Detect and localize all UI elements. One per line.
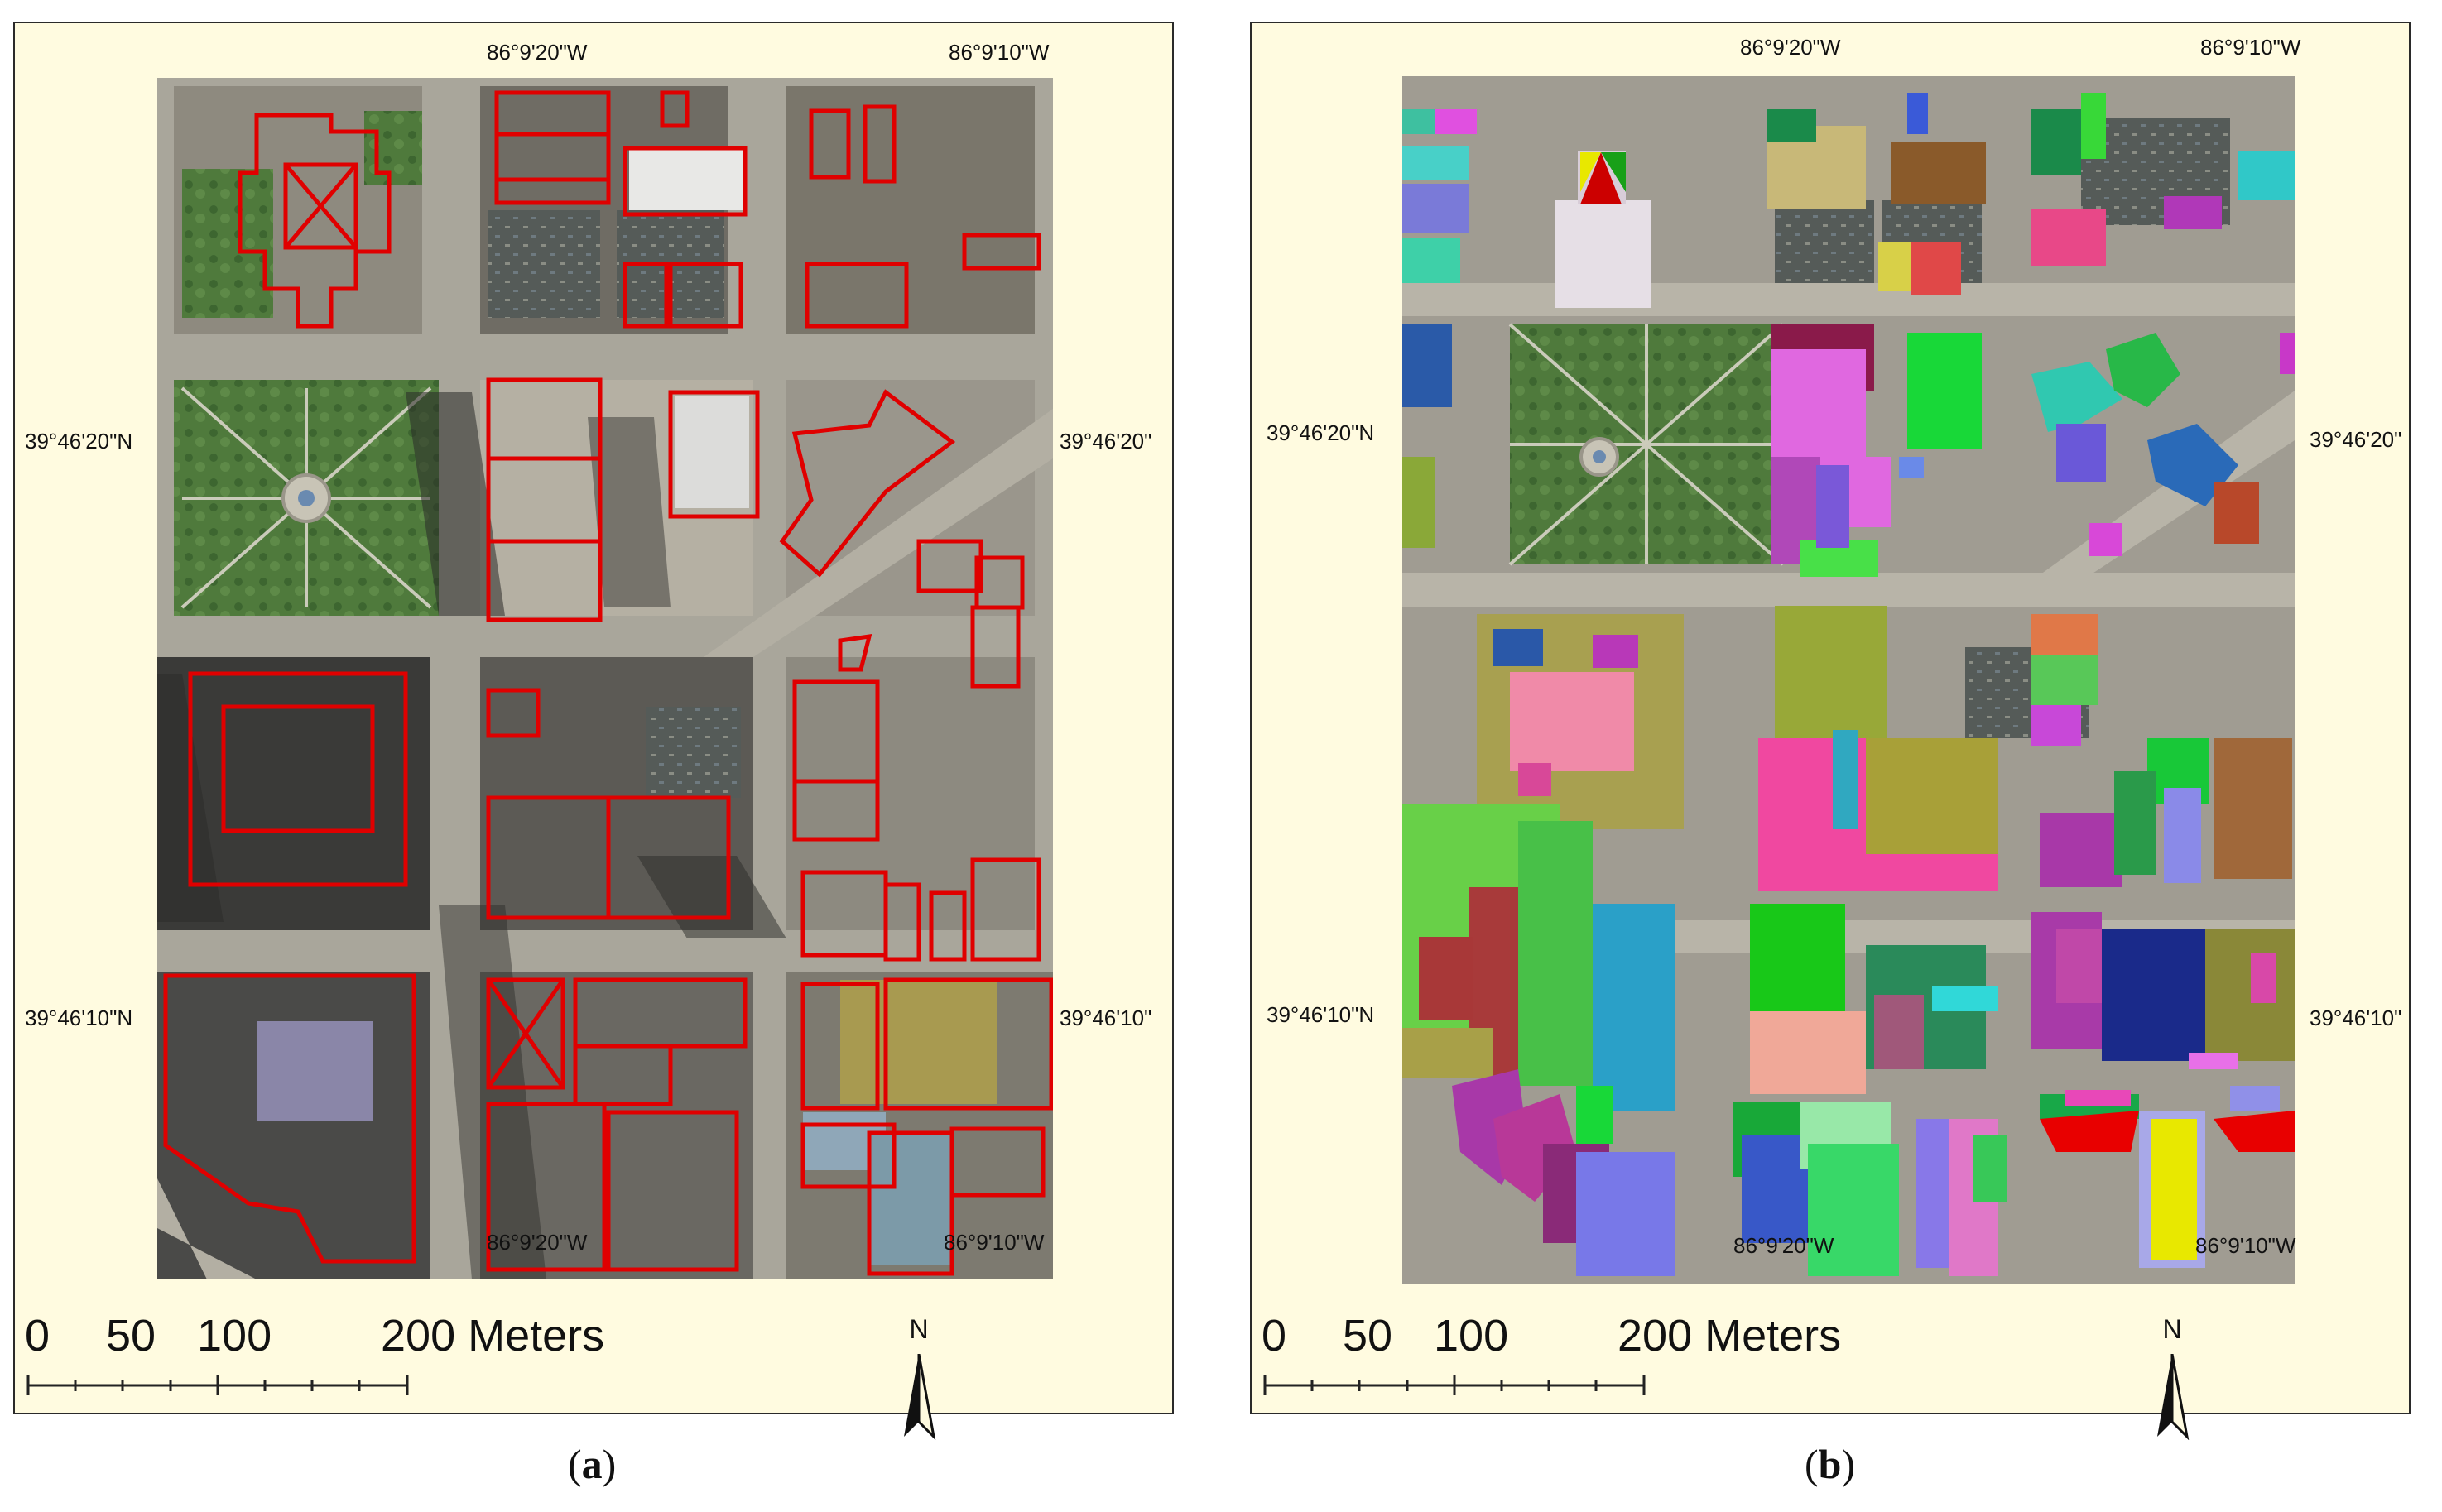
scale-ruler: [26, 1375, 409, 1395]
aerial-image-with-3d-building-models: [1402, 76, 2295, 1284]
scale-label-200-meters: 200 Meters: [1618, 1311, 1842, 1361]
scale-label-0: 0: [25, 1311, 50, 1361]
coord-top-left: 86°9'20"W: [1740, 35, 1841, 60]
scale-label-50: 50: [106, 1311, 156, 1361]
caption-b-letter: b: [1818, 1441, 1842, 1487]
caption-b: (b): [1805, 1441, 1856, 1487]
scale-label-200-meters: 200 Meters: [381, 1311, 605, 1361]
map-panel-b: 86°9'20"W 86°9'10"W 86°9'20"W 86°9'10"W …: [1250, 22, 2411, 1440]
caption-a-letter: a: [581, 1441, 603, 1487]
scale-label-50: 50: [1343, 1311, 1393, 1361]
scale-label-100: 100: [197, 1311, 272, 1361]
north-arrow: N: [2139, 1314, 2205, 1447]
coord-top-right: 86°9'10"W: [949, 40, 1050, 65]
coord-bottom-right: 86°9'10"W: [944, 1230, 1045, 1255]
map-panel-a: 86°9'20"W 86°9'10"W 86°9'20"W 86°9'10"W …: [13, 22, 1174, 1440]
coord-bottom-right: 86°9'10"W: [2195, 1233, 2296, 1258]
scale-bar: 0 50 100 200 Meters: [22, 1310, 604, 1401]
caption-a: (a): [568, 1441, 617, 1487]
scale-label-100: 100: [1434, 1311, 1509, 1361]
north-label: N: [2162, 1314, 2182, 1344]
coord-left-lower: 39°46'10"N: [1267, 1002, 1375, 1027]
coord-top-right: 86°9'10"W: [2200, 35, 2301, 60]
coord-left-upper: 39°46'20"N: [1267, 420, 1375, 445]
north-arrow: N: [886, 1314, 952, 1447]
coord-bottom-left: 86°9'20"W: [487, 1230, 588, 1255]
scale-ruler: [1263, 1375, 1646, 1395]
north-label: N: [909, 1314, 929, 1344]
coord-left-upper: 39°46'20"N: [25, 429, 133, 454]
coord-bottom-left: 86°9'20"W: [1733, 1233, 1834, 1258]
coord-left-lower: 39°46'10"N: [25, 1006, 133, 1030]
coord-right-upper: 39°46'20": [1060, 429, 1152, 454]
scale-bar: 0 50 100 200 Meters: [1258, 1310, 1841, 1401]
scale-label-0: 0: [1262, 1311, 1287, 1361]
coord-top-left: 86°9'20"W: [487, 40, 588, 65]
coord-right-lower: 39°46'10": [2310, 1006, 2402, 1030]
coord-right-upper: 39°46'20": [2310, 427, 2402, 452]
north-arrow-icon: [904, 1354, 936, 1440]
aerial-image-with-building-outlines: [157, 78, 1053, 1279]
north-arrow-icon: [2157, 1354, 2190, 1440]
coord-right-lower: 39°46'10": [1060, 1006, 1152, 1030]
